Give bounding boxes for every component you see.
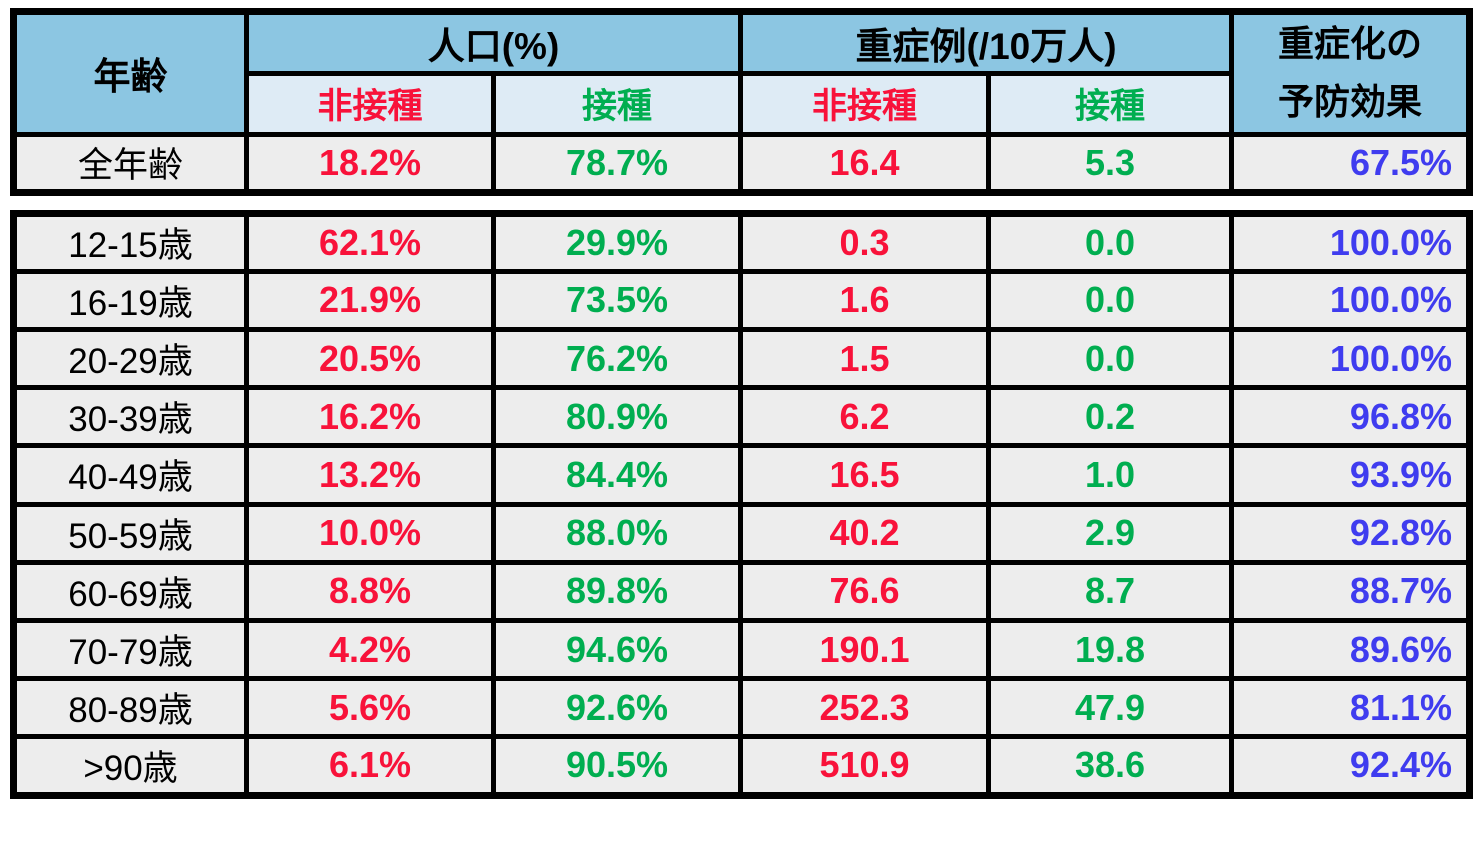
header-prevention-effect-line1: 重症化の: [1278, 23, 1423, 64]
table-row: 50-59歳 10.0% 88.0% 40.2 2.9 92.8%: [11, 501, 1472, 565]
table-row: 20-29歳 20.5% 76.2% 1.5 0.0 100.0%: [11, 326, 1472, 391]
population-unvaccinated-value: 62.1%: [244, 210, 496, 274]
prevention-effect-value: 67.5%: [1229, 131, 1473, 195]
header-population: 人口(%): [243, 8, 744, 77]
population-unvaccinated-value: 4.2%: [244, 617, 496, 682]
population-unvaccinated-value: 5.6%: [244, 676, 496, 740]
population-vaccinated-value: 94.6%: [491, 617, 743, 682]
table-row: 80-89歳 5.6% 92.6% 252.3 47.9 81.1%: [11, 676, 1472, 740]
severe-unvaccinated-value: 76.6: [738, 559, 991, 623]
population-vaccinated-value: 29.9%: [491, 210, 743, 274]
subheader-severe-unvaccinated: 非接種: [738, 71, 992, 137]
population-unvaccinated-value: 13.2%: [244, 443, 496, 507]
severe-vaccinated-value: 8.7: [986, 559, 1234, 623]
age-label: 50-59歳: [11, 501, 249, 565]
age-label: 16-19歳: [11, 268, 249, 333]
table-row: 16-19歳 21.9% 73.5% 1.6 0.0 100.0%: [11, 268, 1472, 333]
header-age: 年齢: [11, 9, 249, 137]
prevention-effect-value: 92.8%: [1229, 501, 1472, 565]
severe-unvaccinated-value: 252.3: [738, 676, 991, 740]
population-unvaccinated-value: 21.9%: [244, 268, 496, 333]
population-unvaccinated-value: 6.1%: [244, 734, 496, 798]
severe-unvaccinated-value: 40.2: [738, 501, 991, 565]
header-severe-cases: 重症例(/10万人): [738, 8, 1235, 77]
population-vaccinated-value: 80.9%: [491, 385, 743, 449]
summary-table: 年齢 人口(%) 重症例(/10万人) 重症化の 予防効果 非接種 接種 非接種…: [10, 8, 1474, 196]
severe-unvaccinated-value: 1.6: [738, 268, 991, 333]
prevention-effect-value: 93.9%: [1229, 443, 1472, 507]
population-vaccinated-value: 92.6%: [491, 676, 743, 740]
severe-vaccinated-value: 5.3: [986, 131, 1235, 195]
population-unvaccinated-value: 10.0%: [244, 501, 496, 565]
severe-unvaccinated-value: 190.1: [738, 617, 991, 682]
population-vaccinated-value: 76.2%: [491, 326, 743, 391]
age-label: 12-15歳: [11, 210, 249, 274]
severe-vaccinated-value: 47.9: [986, 676, 1234, 740]
age-label: 80-89歳: [11, 676, 249, 740]
age-label: >90歳: [11, 734, 249, 798]
population-vaccinated-value: 78.7%: [490, 131, 744, 195]
severe-unvaccinated-value: 16.4: [738, 131, 992, 195]
section-gap: [10, 196, 1466, 210]
vaccination-effect-table: 年齢 人口(%) 重症例(/10万人) 重症化の 予防効果 非接種 接種 非接種…: [10, 8, 1474, 799]
table-row: >90歳 6.1% 90.5% 510.9 38.6 92.4%: [11, 734, 1472, 798]
population-unvaccinated-value: 20.5%: [244, 326, 496, 391]
population-vaccinated-value: 89.8%: [491, 559, 743, 623]
subheader-severe-vaccinated: 接種: [986, 71, 1235, 137]
prevention-effect-value: 81.1%: [1229, 676, 1472, 740]
population-unvaccinated-value: 16.2%: [244, 385, 496, 449]
header-prevention-effect: 重症化の 予防効果: [1229, 9, 1473, 137]
prevention-effect-value: 96.8%: [1229, 385, 1472, 449]
severe-vaccinated-value: 19.8: [986, 617, 1234, 682]
table-row-all-ages: 全年齢 18.2% 78.7% 16.4 5.3 67.5%: [11, 131, 1473, 195]
severe-vaccinated-value: 2.9: [986, 501, 1234, 565]
severe-vaccinated-value: 0.0: [986, 210, 1234, 274]
severe-unvaccinated-value: 510.9: [738, 734, 991, 798]
population-vaccinated-value: 88.0%: [491, 501, 743, 565]
severe-unvaccinated-value: 16.5: [738, 443, 991, 507]
prevention-effect-value: 92.4%: [1229, 734, 1472, 798]
age-label: 30-39歳: [11, 385, 249, 449]
prevention-effect-value: 100.0%: [1229, 268, 1472, 333]
subheader-population-vaccinated: 接種: [490, 71, 744, 137]
age-label: 70-79歳: [11, 617, 249, 682]
population-unvaccinated-value: 8.8%: [244, 559, 496, 623]
subheader-population-unvaccinated: 非接種: [244, 71, 496, 137]
table-row: 60-69歳 8.8% 89.8% 76.6 8.7 88.7%: [11, 559, 1472, 623]
header-row-subgroups: 非接種 接種 非接種 接種: [14, 71, 1470, 137]
age-label: 40-49歳: [11, 443, 249, 507]
severe-unvaccinated-value: 1.5: [738, 326, 991, 391]
table-row: 40-49歳 13.2% 84.4% 16.5 1.0 93.9%: [11, 443, 1472, 507]
prevention-effect-value: 100.0%: [1229, 210, 1472, 274]
age-label: 20-29歳: [11, 326, 249, 391]
table-row: 70-79歳 4.2% 94.6% 190.1 19.8 89.6%: [11, 617, 1472, 682]
table-row: 30-39歳 16.2% 80.9% 6.2 0.2 96.8%: [11, 385, 1472, 449]
header-row-groups: 年齢 人口(%) 重症例(/10万人) 重症化の 予防効果: [11, 8, 1473, 137]
prevention-effect-value: 89.6%: [1229, 617, 1472, 682]
severe-vaccinated-value: 0.0: [986, 326, 1234, 391]
header-prevention-effect-line2: 予防効果: [1278, 81, 1423, 123]
table-row: 12-15歳 62.1% 29.9% 0.3 0.0 100.0%: [11, 210, 1472, 274]
severe-unvaccinated-value: 0.3: [738, 210, 991, 274]
prevention-effect-value: 100.0%: [1229, 326, 1472, 391]
severe-vaccinated-value: 0.0: [986, 268, 1234, 333]
population-vaccinated-value: 73.5%: [491, 268, 743, 333]
population-vaccinated-value: 84.4%: [491, 443, 743, 507]
severe-vaccinated-value: 1.0: [986, 443, 1234, 507]
prevention-effect-value: 88.7%: [1229, 559, 1472, 623]
severe-vaccinated-value: 38.6: [986, 734, 1234, 798]
age-breakdown-table: 12-15歳 62.1% 29.9% 0.3 0.0 100.0% 16-19歳…: [10, 209, 1473, 799]
severe-unvaccinated-value: 6.2: [738, 385, 991, 449]
severe-vaccinated-value: 0.2: [986, 385, 1234, 449]
population-unvaccinated-value: 18.2%: [244, 131, 496, 195]
population-vaccinated-value: 90.5%: [491, 734, 743, 798]
age-label: 全年齢: [11, 131, 249, 195]
age-label: 60-69歳: [11, 559, 249, 623]
